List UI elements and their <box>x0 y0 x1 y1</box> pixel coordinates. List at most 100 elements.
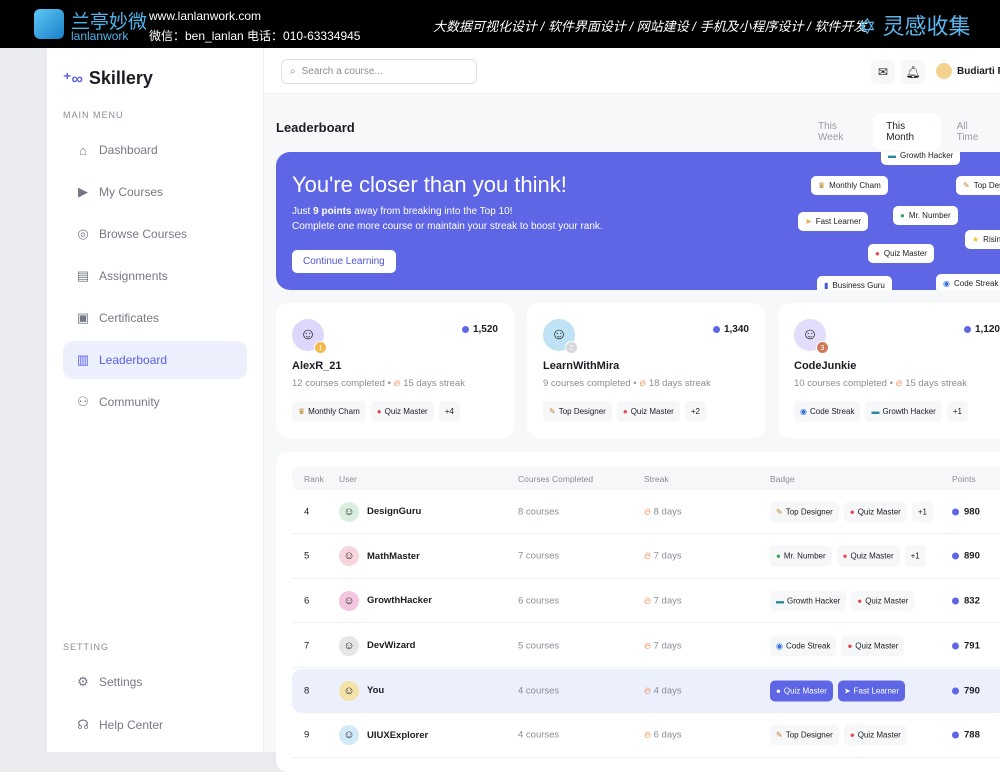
table-row[interactable]: 7 ☺ DevWizard 5 courses 🔥︎ 7 days ◉ Code S… <box>292 624 1000 669</box>
rank: 6 <box>304 595 310 607</box>
points-icon <box>952 642 959 650</box>
tab-this-month[interactable]: This Month <box>873 114 942 150</box>
sidebar-item-leaderboard[interactable]: ▥ Leaderboard <box>63 341 247 379</box>
user-menu[interactable]: Budiarti R <box>936 63 1000 79</box>
avatar: ☺ <box>339 680 359 701</box>
badge-pill: ● Quiz Master <box>836 545 900 567</box>
badge-list: ✎ Top Designer ● Quiz Master +2 <box>543 401 706 422</box>
sidebar-item-dashboard[interactable]: ⌂ Dashboard <box>63 131 247 169</box>
certificate-icon: ▣ <box>76 310 90 325</box>
table-row[interactable]: 8 ☺ You 4 courses 🔥︎ 4 days ● Quiz Master ➤… <box>292 668 1000 713</box>
contact-info: 微信：ben_lanlan 电话：010-63334945 <box>149 29 361 43</box>
bell-icon[interactable]: 🔔︎ <box>901 60 925 84</box>
floating-badge: ▮ Business Guru <box>817 276 892 290</box>
continue-learning-button[interactable]: Continue Learning <box>292 250 396 273</box>
badge-icon: ● <box>842 551 848 561</box>
search-input[interactable]: ⌕ Search a course... <box>281 59 477 84</box>
badge-icon: ● <box>875 249 880 258</box>
search-icon: ⌕ <box>290 66 296 77</box>
fire-icon: 🔥︎ <box>393 378 401 389</box>
rank-badge: 1 <box>314 341 327 354</box>
badge-list: ◉ Code Streak ▬ Growth Hacker +1 <box>794 401 968 422</box>
badge-pill: ● Quiz Master <box>616 401 680 422</box>
badge-label: +2 <box>690 407 700 416</box>
badge-icon: ➤ <box>805 217 812 226</box>
points: 832 <box>964 595 980 607</box>
user-name: UIUXExplorer <box>367 729 429 741</box>
streak: 7 days <box>653 640 682 652</box>
table-row[interactable]: 5 ☺ MathMaster 7 courses 🔥︎ 7 days ● Mr. N… <box>292 535 1000 579</box>
points-icon <box>952 597 959 605</box>
floating-badge: ● Mr. Number <box>893 206 958 225</box>
top-user-card[interactable]: ☺ 1 1,520 AlexR_21 12 courses completed … <box>276 303 514 438</box>
rank-badge: 2 <box>565 341 578 354</box>
sidebar-item-browse-courses[interactable]: ◎ Browse Courses <box>63 215 247 253</box>
points: 890 <box>964 550 980 562</box>
logo-icon: ⁺∞ <box>63 70 83 88</box>
floating-badge: ▬ Growth Hacker <box>881 152 961 165</box>
badge-label: Monthly Cham <box>308 407 360 416</box>
table-row[interactable]: 4 ☺ DesignGuru 8 courses 🔥︎ 8 days ✎ Top D… <box>292 490 1000 534</box>
user-meta: 12 courses completed • 🔥︎ 15 days streak <box>292 378 465 389</box>
courses: 7 courses <box>518 550 560 562</box>
top-user-card[interactable]: ☺ 2 1,340 LearnWithMira 9 courses comple… <box>527 303 765 438</box>
points: 788 <box>964 729 980 741</box>
rank-badge: 3 <box>816 341 829 354</box>
badge-label: +1 <box>917 507 927 516</box>
badge-icon: ✎ <box>549 407 556 416</box>
app-logo[interactable]: ⁺∞ Skillery <box>63 68 153 89</box>
sidebar-item-settings[interactable]: ⚙ Settings <box>63 663 247 701</box>
badge-icon: ● <box>622 407 628 416</box>
badge-icon: ● <box>900 211 905 220</box>
badge-icon: ➤ <box>843 686 851 696</box>
rank: 8 <box>304 685 310 697</box>
sidebar: ⁺∞ Skillery MAIN MENU ⌂ Dashboard ▶ My Cours… <box>47 48 264 752</box>
badge-pill: ● Quiz Master <box>843 724 907 746</box>
sidebar-item-assignments[interactable]: ▤ Assignments <box>76 268 168 283</box>
fire-icon: 🔥︎ <box>644 729 651 741</box>
tab-all-time[interactable]: All Time <box>956 121 979 143</box>
column-header[interactable]: Courses Completed <box>518 473 594 484</box>
column-header[interactable]: User <box>339 473 357 484</box>
avatar: ☺ <box>339 501 359 522</box>
column-header[interactable]: Rank <box>304 473 324 484</box>
column-header[interactable]: Badge <box>770 473 795 484</box>
top-user-card[interactable]: ☺ 3 1,120 CodeJunkie 10 courses complete… <box>778 303 1000 438</box>
points: 980 <box>964 506 980 517</box>
badge-icon: ▬ <box>871 407 880 416</box>
badge-label: Quiz Master <box>783 686 827 696</box>
tab-this-week[interactable]: This Week <box>818 121 844 143</box>
avatar: ☺ <box>339 725 359 745</box>
column-header[interactable]: Streak <box>644 473 669 484</box>
badge-pill: +4 <box>438 401 460 422</box>
sidebar-item-community[interactable]: ⚇ Community <box>63 383 247 421</box>
user-meta: 10 courses completed • 🔥︎ 15 days streak <box>794 378 967 389</box>
mail-icon[interactable]: ✉ <box>871 60 895 84</box>
column-header[interactable]: Points <box>952 473 976 484</box>
badge-label: Quiz Master <box>384 407 428 416</box>
sidebar-item-help-center[interactable]: ☊ Help Center <box>63 706 247 744</box>
badge-label: Top Designer <box>785 507 833 516</box>
inspire-logo: ✡ 灵感收集 <box>858 14 971 39</box>
user-name: GrowthHacker <box>367 595 432 607</box>
table-row[interactable]: 9 ☺ UIUXExplorer 4 courses 🔥︎ 6 days ✎ Top… <box>292 714 1000 758</box>
table-row[interactable]: 6 ☺ GrowthHacker 6 courses 🔥︎ 7 days ▬ Gro… <box>292 579 1000 624</box>
user-meta: 9 courses completed • 🔥︎ 18 days streak <box>543 378 711 389</box>
badge-pill: ◉ Code Streak <box>794 401 861 422</box>
badge-label: Quiz Master <box>850 551 894 561</box>
hero-line2: Complete one more course or maintain you… <box>292 221 603 232</box>
points: 790 <box>964 685 980 697</box>
fire-icon: 🔥︎ <box>644 685 651 697</box>
inspire-text: 灵感收集 <box>882 14 971 39</box>
badge-icon: ● <box>376 407 382 416</box>
sidebar-item-my-courses[interactable]: ▶ My Courses <box>63 173 247 211</box>
app-name: Skillery <box>88 68 153 88</box>
courses: 4 courses <box>518 729 560 741</box>
avatar: ☺ <box>339 635 359 656</box>
floating-badge: ♛ Monthly Cham <box>811 176 888 195</box>
sidebar-item-certificates[interactable]: ▣ Certificates <box>76 310 160 325</box>
hero-banner: You're closer than you think! Just 9 poi… <box>276 152 1000 290</box>
badge-label: Top Designer <box>785 730 833 740</box>
points-icon <box>952 687 959 695</box>
badge-pill: ● Quiz Master <box>851 590 915 612</box>
